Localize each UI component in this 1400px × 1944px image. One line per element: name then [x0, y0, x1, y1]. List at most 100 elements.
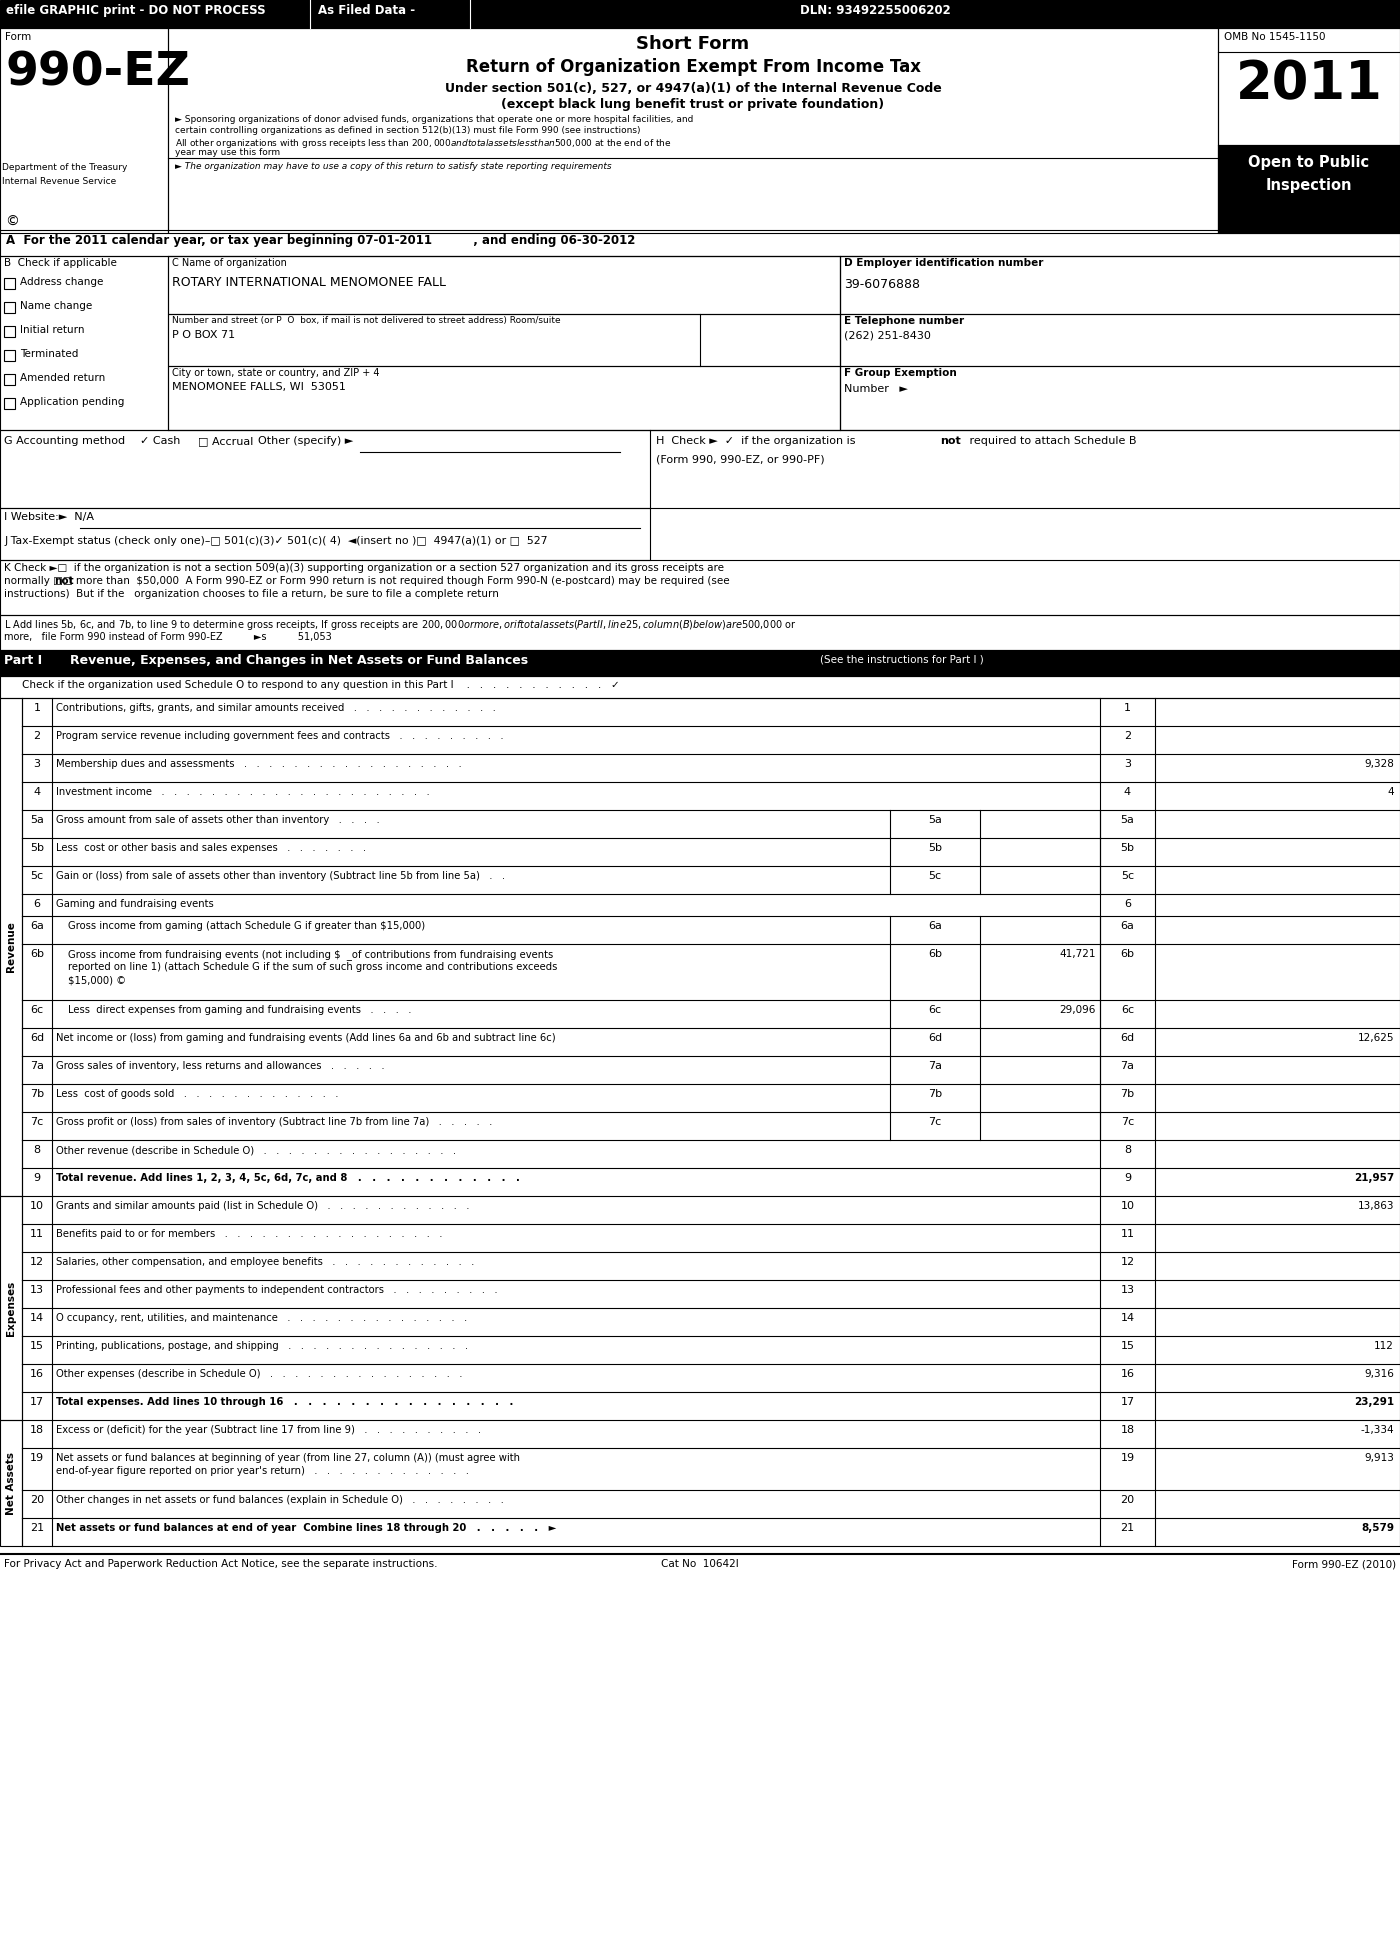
Text: G Accounting method: G Accounting method: [4, 435, 125, 445]
Text: 21: 21: [1120, 1522, 1134, 1534]
Text: ✓ Cash: ✓ Cash: [140, 435, 181, 445]
Text: MENOMONEE FALLS, WI  53051: MENOMONEE FALLS, WI 53051: [172, 383, 346, 393]
Bar: [0, 649, 1400, 677]
Text: (except black lung benefit trust or private foundation): (except black lung benefit trust or priv…: [501, 97, 885, 111]
Text: L Add lines 5b, 6c, and 7b, to line 9 to determine gross receipts, If gross rece: L Add lines 5b, 6c, and 7b, to line 9 to…: [4, 618, 797, 632]
Text: Revenue, Expenses, and Changes in Net Assets or Fund Balances: Revenue, Expenses, and Changes in Net As…: [70, 653, 528, 667]
Bar: [1218, 146, 1400, 233]
Text: Address change: Address change: [20, 276, 104, 288]
Text: Other revenue (describe in Schedule O)   .   .   .   .   .   .   .   .   .   .  : Other revenue (describe in Schedule O) .…: [56, 1145, 456, 1155]
Text: normally □□ more than  $50,000  A Form 990-EZ or Form 990 return is not required: normally □□ more than $50,000 A Form 990…: [4, 575, 729, 585]
Bar: [0, 257, 1400, 430]
Text: 7a: 7a: [29, 1061, 43, 1071]
Text: 4: 4: [34, 787, 41, 797]
Text: Grants and similar amounts paid (list in Schedule O)   .   .   .   .   .   .   .: Grants and similar amounts paid (list in…: [56, 1201, 469, 1211]
Bar: [4, 373, 15, 385]
Text: 10: 10: [29, 1201, 43, 1211]
Text: O ccupancy, rent, utilities, and maintenance   .   .   .   .   .   .   .   .   .: O ccupancy, rent, utilities, and mainten…: [56, 1312, 468, 1324]
Text: 6d: 6d: [1120, 1032, 1134, 1044]
Text: Gross income from gaming (attach Schedule G if greater than $15,000): Gross income from gaming (attach Schedul…: [69, 921, 426, 931]
Text: end-of-year figure reported on prior year's return)   .   .   .   .   .   .   . : end-of-year figure reported on prior yea…: [56, 1466, 469, 1475]
Text: 10: 10: [1120, 1201, 1134, 1211]
Text: 19: 19: [1120, 1452, 1134, 1464]
Text: Investment income   .   .   .   .   .   .   .   .   .   .   .   .   .   .   .   : Investment income . . . . . . . . . . . …: [56, 787, 430, 797]
Text: Number and street (or P  O  box, if mail is not delivered to street address) Roo: Number and street (or P O box, if mail i…: [172, 317, 560, 325]
Text: Open to Public: Open to Public: [1249, 156, 1369, 169]
Text: 7b: 7b: [928, 1089, 942, 1098]
Text: 14: 14: [1120, 1312, 1134, 1324]
Bar: [0, 698, 22, 1196]
Text: I Website:►  N/A: I Website:► N/A: [4, 511, 94, 523]
Text: Program service revenue including government fees and contracts   .   .   .   . : Program service revenue including govern…: [56, 731, 504, 741]
Text: (See the instructions for Part I ): (See the instructions for Part I ): [820, 653, 984, 665]
Text: 15: 15: [29, 1341, 43, 1351]
Text: Gross profit or (loss) from sales of inventory (Subtract line 7b from line 7a)  : Gross profit or (loss) from sales of inv…: [56, 1118, 493, 1128]
Text: E Telephone number: E Telephone number: [844, 317, 965, 327]
Text: City or town, state or country, and ZIP + 4: City or town, state or country, and ZIP …: [172, 367, 379, 377]
Bar: [4, 350, 15, 362]
Text: Membership dues and assessments   .   .   .   .   .   .   .   .   .   .   .   . : Membership dues and assessments . . . . …: [56, 758, 462, 770]
Bar: [0, 614, 1400, 649]
Text: -1,334: -1,334: [1361, 1425, 1394, 1435]
Text: Total expenses. Add lines 10 through 16   .   .   .   .   .   .   .   .   .   . : Total expenses. Add lines 10 through 16 …: [56, 1398, 514, 1407]
Text: 18: 18: [1120, 1425, 1134, 1435]
Text: Gross amount from sale of assets other than inventory   .   .   .   .: Gross amount from sale of assets other t…: [56, 815, 379, 824]
Text: 18: 18: [29, 1425, 43, 1435]
Text: 112: 112: [1375, 1341, 1394, 1351]
Text: ► Sponsoring organizations of donor advised funds, organizations that operate on: ► Sponsoring organizations of donor advi…: [175, 115, 693, 124]
Text: Expenses: Expenses: [6, 1281, 15, 1336]
Text: 2011: 2011: [1236, 58, 1382, 111]
Bar: [168, 365, 840, 430]
Text: D Employer identification number: D Employer identification number: [844, 259, 1043, 268]
Text: Department of the Treasury: Department of the Treasury: [1, 163, 127, 171]
Text: 6: 6: [34, 898, 41, 910]
Text: Net Assets: Net Assets: [6, 1452, 15, 1514]
Text: 3: 3: [34, 758, 41, 770]
Text: 17: 17: [1120, 1398, 1134, 1407]
Text: 21,957: 21,957: [1354, 1172, 1394, 1184]
Text: 6d: 6d: [29, 1032, 43, 1044]
Text: Less  cost or other basis and sales expenses   .   .   .   .   .   .   .: Less cost or other basis and sales expen…: [56, 844, 367, 853]
Text: $15,000) ©: $15,000) ©: [69, 976, 126, 986]
Text: F Group Exemption: F Group Exemption: [844, 367, 956, 377]
Text: 2: 2: [34, 731, 41, 741]
Text: 5a: 5a: [928, 815, 942, 824]
Text: Less  cost of goods sold   .   .   .   .   .   .   .   .   .   .   .   .   .: Less cost of goods sold . . . . . . . . …: [56, 1089, 339, 1098]
Bar: [840, 257, 1400, 315]
Text: Part I: Part I: [4, 653, 42, 667]
Text: 8,579: 8,579: [1361, 1522, 1394, 1534]
Text: 6d: 6d: [928, 1032, 942, 1044]
Text: 8: 8: [1124, 1145, 1131, 1155]
Text: 16: 16: [29, 1369, 43, 1378]
Text: Internal Revenue Service: Internal Revenue Service: [1, 177, 116, 187]
Text: 6b: 6b: [29, 949, 43, 958]
Text: DLN: 93492255006202: DLN: 93492255006202: [799, 4, 951, 17]
Text: 6c: 6c: [1121, 1005, 1134, 1015]
Text: 21: 21: [29, 1522, 43, 1534]
Bar: [0, 1419, 22, 1545]
Text: Gross income from fundraising events (not including $  _of contributions from fu: Gross income from fundraising events (no…: [69, 949, 553, 960]
Text: 7c: 7c: [31, 1118, 43, 1128]
Text: 12: 12: [1120, 1258, 1134, 1267]
Text: more,   file Form 990 instead of Form 990-EZ          ►s          51,053: more, file Form 990 instead of Form 990-…: [4, 632, 332, 642]
Text: Inspection: Inspection: [1266, 179, 1352, 192]
Text: 7a: 7a: [1120, 1061, 1134, 1071]
Text: 4: 4: [1124, 787, 1131, 797]
Bar: [4, 301, 15, 313]
Text: Revenue: Revenue: [6, 921, 15, 972]
Text: Terminated: Terminated: [20, 350, 78, 360]
Text: 5b: 5b: [1120, 844, 1134, 853]
Text: K Check ►□  if the organization is not a section 509(a)(3) supporting organizati: K Check ►□ if the organization is not a …: [4, 564, 724, 573]
Bar: [840, 365, 1400, 430]
Text: ROTARY INTERNATIONAL MENOMONEE FALL: ROTARY INTERNATIONAL MENOMONEE FALL: [172, 276, 447, 290]
Bar: [0, 229, 1400, 257]
Text: 13: 13: [29, 1285, 43, 1295]
Text: 20: 20: [29, 1495, 43, 1505]
Bar: [0, 677, 1400, 698]
Text: 9: 9: [1124, 1172, 1131, 1184]
Text: A  For the 2011 calendar year, or tax year beginning 07-01-2011          , and e: A For the 2011 calendar year, or tax yea…: [6, 233, 636, 247]
Bar: [0, 430, 1400, 507]
Text: Other expenses (describe in Schedule O)   .   .   .   .   .   .   .   .   .   . : Other expenses (describe in Schedule O) …: [56, 1369, 462, 1378]
Text: Other changes in net assets or fund balances (explain in Schedule O)   .   .   .: Other changes in net assets or fund bala…: [56, 1495, 504, 1505]
Text: □ Accrual: □ Accrual: [197, 435, 253, 445]
